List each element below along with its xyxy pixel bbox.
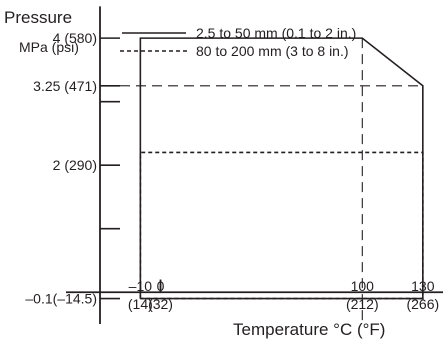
y-tick-label: 3.25 (471) <box>33 78 97 94</box>
y-tick-label: 4 (580) <box>53 30 97 46</box>
x-tick-label: 0 <box>157 278 165 294</box>
plot-area: 4 (580) 3.25 (471) 2 (290) –0.1(–14.5) –10 (1… <box>25 6 443 324</box>
y-tick-label: 2 (290) <box>53 157 97 173</box>
x-tick-label: –10 <box>129 278 153 294</box>
series-line-solid <box>139 37 424 300</box>
y-axis-title-line2: MPa (psi) <box>19 39 79 55</box>
legend-label-solid: 2.5 to 50 mm (0.1 to 2 in.) <box>196 25 356 41</box>
legend-label-dashed: 80 to 200 mm (3 to 8 in.) <box>196 43 349 59</box>
x-tick-sublabel: (212) <box>346 296 379 312</box>
y-tick-label: –0.1(–14.5) <box>25 291 97 307</box>
x-tick-label: 100 <box>351 278 375 294</box>
x-axis-title: Temperature °C (°F) <box>233 320 385 339</box>
x-tick-sublabel: (266) <box>406 296 439 312</box>
x-tick-sublabel: (32) <box>148 296 173 312</box>
series-line-dashed <box>139 151 424 300</box>
x-tick-sublabel: (14) <box>128 296 153 312</box>
y-axis-title-line1: Pressure <box>4 8 72 27</box>
x-tick-label: 130 <box>411 278 435 294</box>
